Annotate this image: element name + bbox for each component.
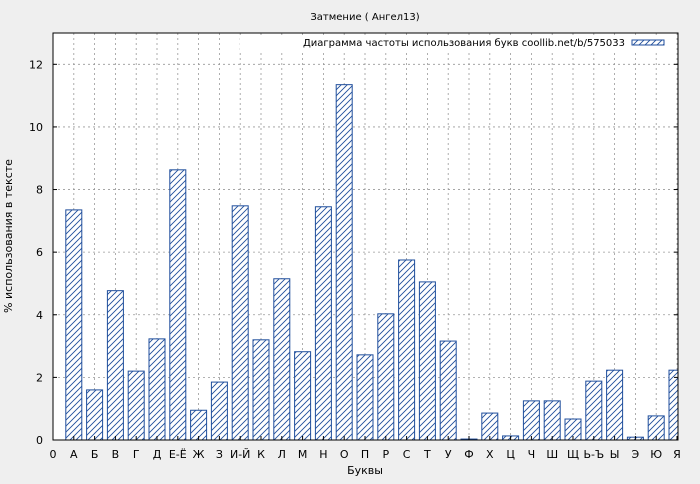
x-tick-label: Х — [486, 448, 494, 461]
x-tick-label: В — [112, 448, 120, 461]
x-tick-label: Т — [423, 448, 431, 461]
x-tick-label: Ы — [610, 448, 620, 461]
x-origin-label: 0 — [50, 448, 57, 461]
y-tick-label: 6 — [36, 246, 43, 259]
x-tick-label: И-Й — [230, 448, 250, 461]
x-tick-label: Д — [153, 448, 162, 461]
x-tick-label: Ш — [546, 448, 558, 461]
bar — [148, 338, 166, 441]
x-tick-label: Б — [91, 448, 99, 461]
x-tick-label: О — [340, 448, 349, 461]
x-tick-label: Л — [278, 448, 286, 461]
x-tick-label: М — [298, 448, 308, 461]
x-tick-label: Ц — [506, 448, 515, 461]
bar — [398, 259, 416, 441]
x-tick-label: Ю — [650, 448, 662, 461]
chart-title: Затмение ( Ангел13) — [310, 12, 419, 23]
x-tick-label: Н — [319, 448, 327, 461]
x-axis: 0 А Б В Г Д Е-Ё Ж З И-Й К Л М Н О П Р С Т У Ф Х Ц Ч Ш Щ Ь-Ъ Ы Э Ю Я — [50, 436, 681, 461]
y-tick-label: 2 — [36, 371, 43, 384]
legend-box — [240, 36, 672, 50]
bar — [273, 278, 291, 441]
x-tick-label: Ф — [464, 448, 473, 461]
x-tick-label: Ж — [193, 448, 205, 461]
bar — [252, 339, 270, 441]
bar — [543, 400, 561, 441]
bar — [106, 290, 124, 441]
x-tick-label: Э — [632, 448, 640, 461]
bar — [335, 84, 353, 441]
y-axis: 0 2 4 6 8 10 12 — [29, 58, 678, 447]
grid — [53, 33, 678, 440]
bar — [606, 369, 624, 441]
x-tick-label: У — [445, 448, 452, 461]
bar — [522, 400, 540, 441]
legend-label: Диаграмма частоты использования букв coo… — [303, 38, 625, 49]
x-tick-label: Ь-Ъ — [583, 448, 604, 461]
bar — [190, 409, 208, 441]
bar — [356, 354, 374, 441]
bar — [481, 412, 499, 441]
x-tick-label: Щ — [567, 448, 579, 461]
x-tick-label: З — [216, 448, 223, 461]
x-tick-label: П — [361, 448, 369, 461]
bar — [377, 313, 395, 441]
legend: Диаграмма частоты использования букв coo… — [240, 36, 672, 50]
y-tick-label: 10 — [29, 121, 43, 134]
y-axis-label: % использования в тексте — [2, 159, 15, 313]
bar — [314, 206, 332, 441]
bar — [210, 381, 228, 441]
bar — [294, 351, 312, 441]
bar — [585, 380, 603, 441]
bar — [418, 281, 436, 441]
y-tick-label: 8 — [36, 184, 43, 197]
x-tick-label: Р — [382, 448, 389, 461]
legend-swatch — [631, 39, 665, 46]
y-tick-label: 4 — [36, 309, 43, 322]
bar — [439, 340, 457, 441]
x-tick-label: Ч — [528, 448, 536, 461]
bar — [65, 209, 83, 441]
bar — [231, 205, 249, 441]
bar — [86, 389, 104, 441]
x-tick-label: Г — [133, 448, 140, 461]
bar — [127, 370, 145, 441]
x-tick-label: С — [403, 448, 411, 461]
x-tick-label: Е-Ё — [169, 448, 187, 461]
x-tick-label: К — [257, 448, 265, 461]
bar — [169, 169, 187, 441]
x-tick-label: А — [70, 448, 78, 461]
x-tick-label: Я — [673, 448, 681, 461]
y-tick-label: 0 — [36, 434, 43, 447]
x-axis-label: Буквы — [347, 464, 383, 477]
bar — [668, 369, 679, 441]
y-tick-label: 12 — [29, 58, 43, 71]
